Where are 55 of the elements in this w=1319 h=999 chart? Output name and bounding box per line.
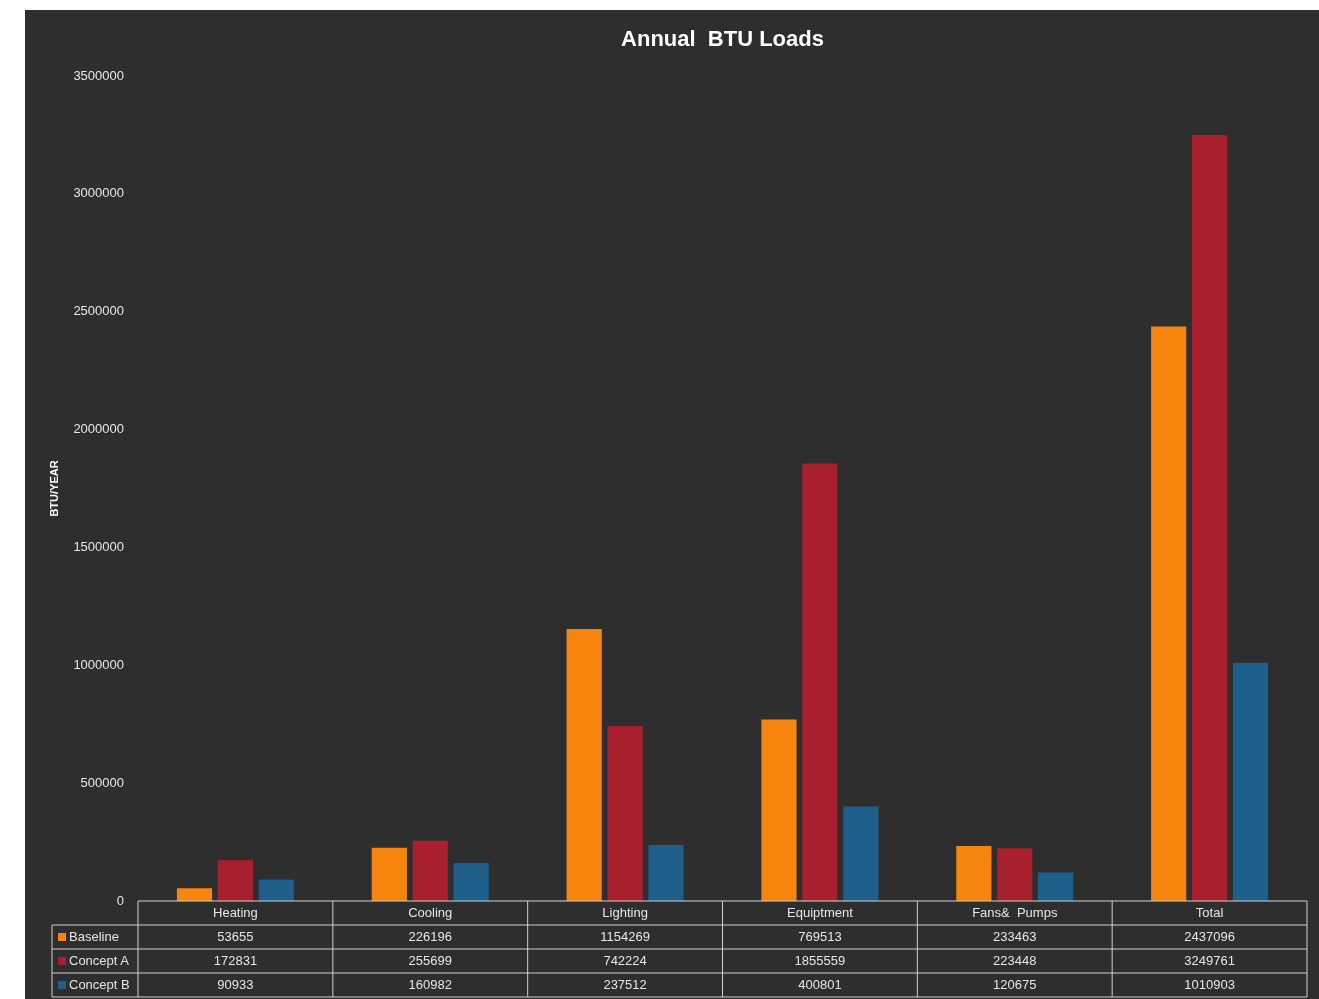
- bar: [258, 879, 294, 901]
- data-label: 172831: [213, 952, 258, 968]
- bar: [371, 847, 407, 901]
- x-tick-label: Cooling: [408, 904, 453, 920]
- data-label: 1154269: [600, 928, 650, 944]
- x-tick-label: Heating: [213, 904, 258, 920]
- bar: [761, 719, 797, 901]
- data-label: 53655: [217, 928, 254, 944]
- y-tick-label: 3000000: [73, 185, 124, 201]
- y-tick-label: 0: [116, 892, 124, 908]
- legend-label: Concept A: [69, 952, 130, 968]
- data-label: 2437096: [1184, 928, 1235, 944]
- y-tick-label: 1000000: [73, 656, 124, 672]
- data-label: 1855559: [794, 952, 846, 968]
- legend-label: Concept B: [69, 976, 130, 992]
- data-label: 400801: [798, 976, 842, 992]
- y-tick-label: 3500000: [73, 67, 124, 83]
- bar: [956, 845, 992, 901]
- data-label: 742224: [603, 952, 647, 968]
- legend-label: Baseline: [69, 928, 119, 944]
- bar: [1151, 326, 1187, 901]
- y-axis-title: BTU/YEAR: [47, 460, 60, 517]
- x-tick-label: Fans& Pumps: [972, 904, 1058, 920]
- bar: [1038, 872, 1074, 901]
- chart-title: Annual BTU Loads: [621, 26, 824, 52]
- bar: [176, 888, 213, 901]
- data-label: 223448: [993, 952, 1037, 968]
- x-tick-label: Lighting: [602, 904, 648, 920]
- bar: [997, 848, 1033, 901]
- bar: [453, 863, 489, 901]
- y-tick-label: 2500000: [73, 303, 124, 319]
- bar: [607, 726, 643, 901]
- data-label: 3249761: [1184, 952, 1235, 968]
- data-label: 237512: [603, 976, 647, 992]
- bar: [843, 806, 879, 901]
- bar: [412, 840, 448, 901]
- data-label: 120675: [993, 976, 1037, 992]
- x-tick-label: Equiptment: [787, 904, 854, 920]
- bar: [566, 628, 602, 901]
- bar: [1232, 662, 1269, 901]
- data-label: 233463: [993, 928, 1037, 944]
- data-label: 226196: [408, 928, 452, 944]
- bar: [1191, 134, 1228, 901]
- data-label: 160982: [408, 976, 452, 992]
- bar: [802, 463, 838, 901]
- bar: [217, 860, 254, 901]
- data-label: 90933: [217, 976, 254, 992]
- data-label: 769513: [798, 928, 842, 944]
- x-tick-label: Total: [1195, 904, 1224, 920]
- y-tick-label: 2000000: [73, 421, 124, 437]
- data-label: 255699: [408, 952, 452, 968]
- data-label: 1010903: [1184, 976, 1235, 992]
- y-tick-label: 500000: [80, 774, 124, 790]
- y-tick-label: 1500000: [73, 539, 124, 555]
- bar: [648, 845, 684, 901]
